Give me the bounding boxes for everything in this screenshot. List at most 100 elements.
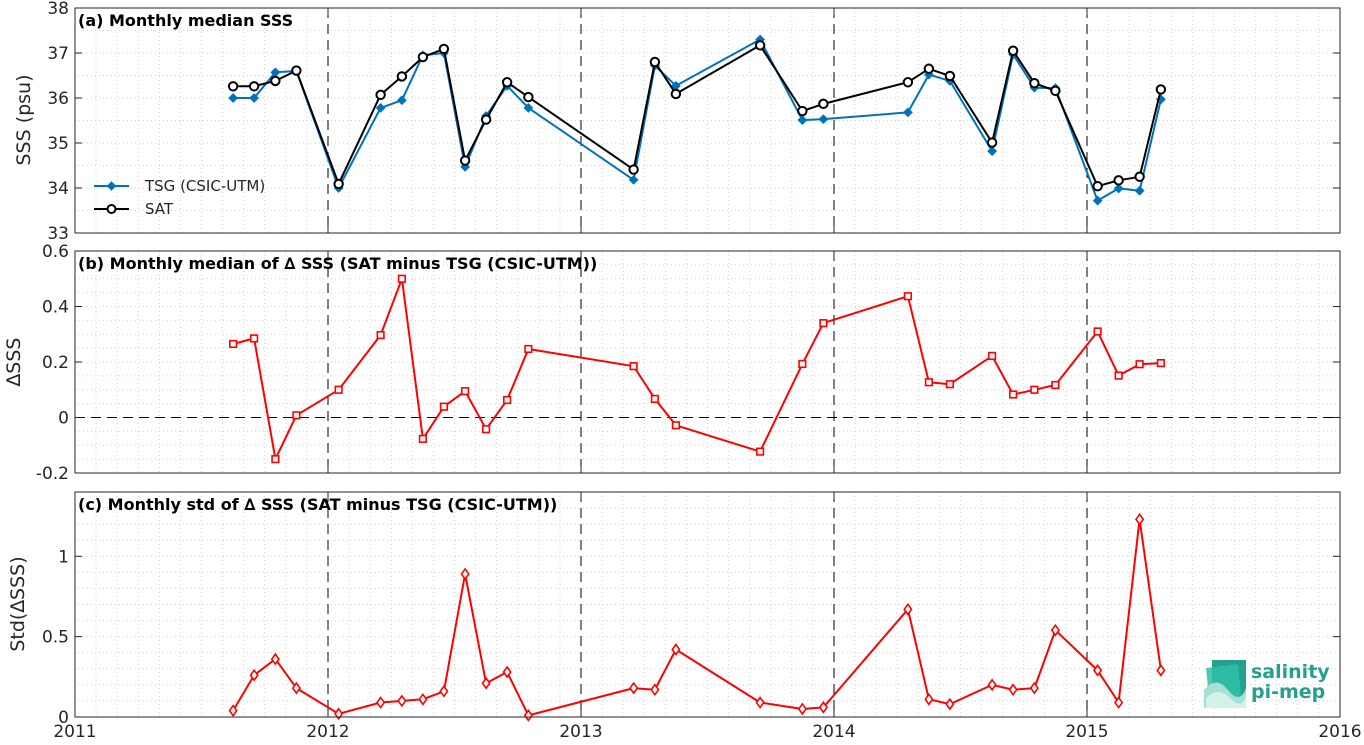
data-point-0-0 xyxy=(1134,185,1145,196)
data-point-0-0 xyxy=(375,102,386,113)
panel-a-title: (a) Monthly median SSS xyxy=(78,11,293,30)
data-point-0-1 xyxy=(754,40,766,51)
data-point-0-1 xyxy=(923,63,935,74)
data-point-1-0 xyxy=(629,362,638,371)
data-point-0-1 xyxy=(438,43,450,55)
data-point-0-1 xyxy=(333,178,344,190)
data-point-1-0 xyxy=(650,394,659,404)
data-point-0-0 xyxy=(797,115,808,125)
data-point-2-0 xyxy=(945,697,955,711)
x-tick-label: 2015 xyxy=(1065,722,1108,742)
data-point-2-0 xyxy=(418,692,428,706)
data-point-0-1 xyxy=(396,71,408,82)
data-point-0-1 xyxy=(1050,85,1061,97)
logo-text-pi-mep: pi-mep xyxy=(1251,681,1325,703)
data-point-0-1 xyxy=(459,155,471,166)
data-point-1-0 xyxy=(819,319,828,328)
data-point-0-1 xyxy=(944,70,956,82)
data-point-2-0 xyxy=(671,643,681,656)
data-point-0-1 xyxy=(291,65,302,76)
data-point-0-1 xyxy=(1029,77,1040,89)
data-point-0-1 xyxy=(1155,84,1167,95)
data-point-0-1 xyxy=(1134,171,1145,182)
logo-wave-graphic xyxy=(1204,660,1246,708)
data-point-1-0 xyxy=(1156,359,1165,368)
data-point-0-1 xyxy=(628,164,639,175)
data-point-2-0 xyxy=(1093,664,1103,677)
data-point-2-0 xyxy=(1114,696,1124,709)
x-tick-label: 2016 xyxy=(1318,722,1361,742)
data-point-1-0 xyxy=(229,339,238,349)
legend-sat-marker xyxy=(106,204,117,214)
data-point-2-0 xyxy=(291,681,301,695)
y-tick-label: 0.5 xyxy=(42,628,69,648)
x-axis-tick-labels: 2011 2012 2013 2014 2015 2016 xyxy=(53,722,1361,742)
data-point-1-0 xyxy=(461,387,470,396)
y-tick-label: 1 xyxy=(58,547,69,567)
panel-b-year-dividers xyxy=(75,251,1340,473)
y-tick-label: 0.6 xyxy=(42,242,69,262)
data-point-2-0 xyxy=(924,692,934,706)
data-point-0-0 xyxy=(523,102,534,113)
panel-b-y-axis-label: ∆SSS xyxy=(3,338,25,388)
panel-b-delta-sss: -0.2 0 0.2 0.4 0.6 (b) Monthly median of ∆ S… xyxy=(3,242,1341,484)
series-line-2-0 xyxy=(232,518,1162,717)
y-tick-label: 0 xyxy=(58,708,69,728)
data-point-1-0 xyxy=(439,402,448,411)
data-point-0-0 xyxy=(628,174,639,185)
y-tick-label: 0.2 xyxy=(42,353,69,373)
data-point-0-0 xyxy=(396,95,407,106)
data-point-0-1 xyxy=(501,77,513,88)
data-point-0-1 xyxy=(1113,175,1124,186)
x-tick-label: 2014 xyxy=(812,722,855,742)
legend: TSG (CSIC-UTM) SAT xyxy=(94,177,265,218)
data-point-1-0 xyxy=(1093,327,1102,336)
y-tick-label: 38 xyxy=(47,0,69,19)
data-point-1-0 xyxy=(1030,385,1039,394)
data-point-1-0 xyxy=(376,330,385,340)
data-point-2-0 xyxy=(523,709,533,722)
data-point-1-0 xyxy=(924,378,933,387)
panel-c-grid xyxy=(75,492,1340,717)
data-point-1-0 xyxy=(756,447,765,456)
panel-a-y-ticks: 33 34 35 36 37 38 xyxy=(47,0,1340,244)
data-point-0-1 xyxy=(1007,45,1019,56)
panel-c-series xyxy=(228,512,1166,722)
data-point-2-0 xyxy=(228,704,238,717)
panel-a-y-axis-label: SSS (psu) xyxy=(13,74,35,165)
panel-b-series xyxy=(229,274,1165,464)
x-tick-label: 2011 xyxy=(53,722,96,742)
y-tick-label: 33 xyxy=(47,224,69,244)
data-point-0-1 xyxy=(649,56,661,68)
data-point-0-1 xyxy=(227,81,239,92)
data-point-1-0 xyxy=(903,292,912,301)
data-point-0-0 xyxy=(228,93,239,103)
panel-b-grid xyxy=(75,251,1340,473)
data-point-0-0 xyxy=(902,107,913,118)
data-point-0-0 xyxy=(1113,183,1124,194)
data-point-0-0 xyxy=(987,146,998,157)
y-tick-label: 0.4 xyxy=(42,298,69,318)
data-point-1-0 xyxy=(503,395,512,405)
data-point-2-0 xyxy=(903,602,913,616)
y-tick-label: 36 xyxy=(47,89,69,109)
data-point-2-0 xyxy=(439,684,449,698)
data-point-1-0 xyxy=(988,351,997,360)
data-point-2-0 xyxy=(249,668,259,682)
data-point-2-0 xyxy=(1029,681,1039,695)
logo-text-salinity: salinity xyxy=(1251,661,1330,683)
data-point-0-1 xyxy=(480,114,492,125)
data-point-1-0 xyxy=(418,434,427,443)
y-tick-label: 37 xyxy=(47,44,69,64)
data-point-2-0 xyxy=(460,567,470,581)
data-point-1-0 xyxy=(945,380,954,389)
data-point-2-0 xyxy=(481,676,491,690)
data-point-2-0 xyxy=(270,652,280,666)
data-point-2-0 xyxy=(987,678,997,692)
data-point-2-0 xyxy=(797,702,807,716)
data-point-1-0 xyxy=(524,344,533,354)
panel-b-title: (b) Monthly median of ∆ SSS (SAT minus T… xyxy=(78,254,597,273)
data-point-2-0 xyxy=(334,707,344,721)
data-point-2-0 xyxy=(1050,623,1060,637)
